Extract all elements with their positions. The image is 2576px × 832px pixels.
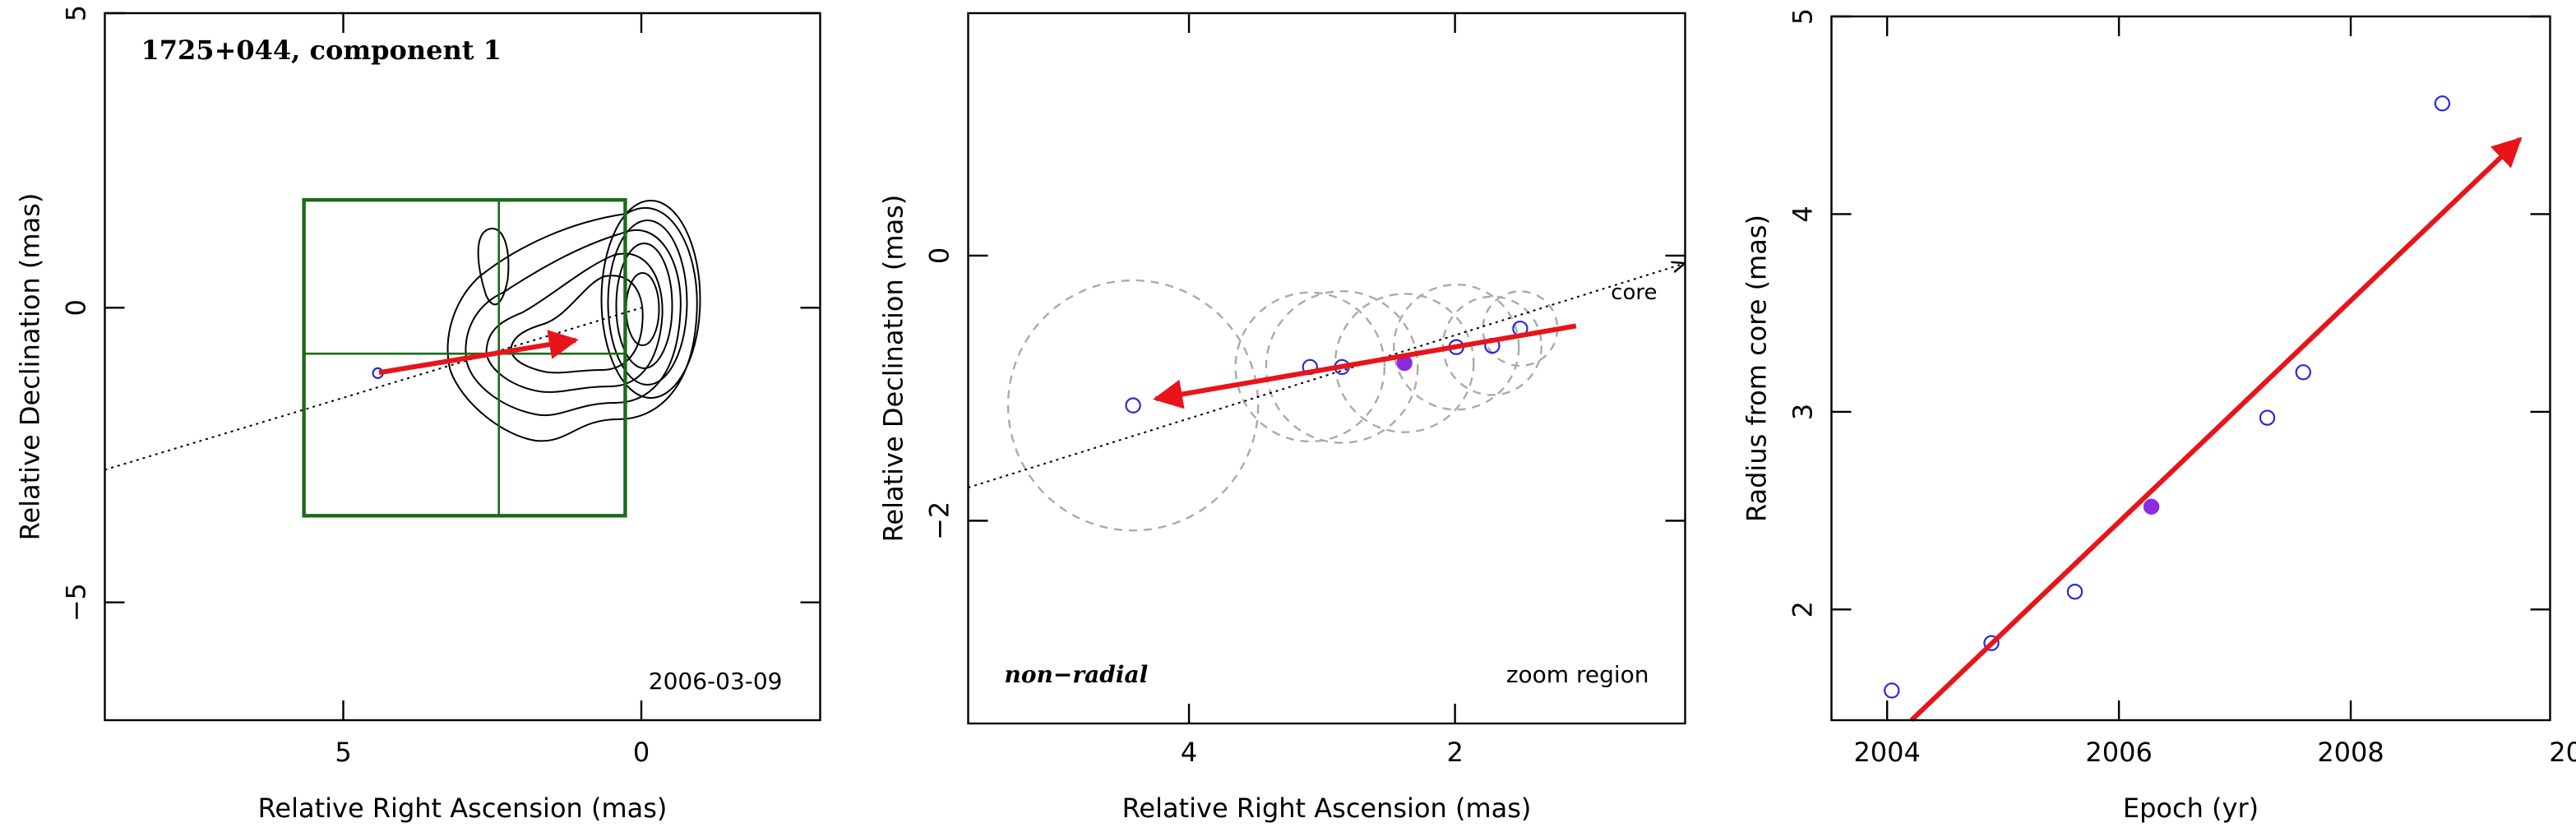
point [2295,364,2311,381]
size-circle [1482,290,1559,367]
y-tick-label: 5 [1787,8,1819,25]
plot-area [1006,279,1559,532]
y-tick-label: 0 [924,247,955,264]
x-tick-label: 2004 [1853,737,1920,768]
point [2259,409,2276,426]
contours [446,200,701,442]
y-tick-label: −5 [61,583,92,622]
frame [1830,15,2551,722]
plot-area [104,197,642,518]
arrow [1153,323,1577,409]
arrow [378,330,579,376]
x-tick-label: 5 [335,737,351,768]
size-circle [1441,295,1542,396]
x-axis-label: Relative Right Ascension (mas) [258,793,668,824]
trend-line [968,264,1684,489]
point [2143,498,2160,515]
x-tick-label: 2008 [2317,737,2384,768]
frame [104,12,821,722]
y-axis-label: Radius from core (mas) [1741,215,1773,522]
y-axis-label: Relative Declination (mas) [878,195,909,543]
size-circle [1234,291,1386,443]
y-tick-label: 5 [61,5,92,21]
frame [967,12,1686,725]
x-axis-label: Relative Right Ascension (mas) [1122,793,1532,824]
x-tick-label: 2010 [2549,737,2576,768]
point [1983,635,2000,651]
annotation: non−radial [1005,661,1149,688]
x-axis-label: Epoch (yr) [2123,793,2259,824]
arrow [1909,136,2523,723]
trend-line [104,307,642,471]
y-axis-label: Relative Declination (mas) [15,193,46,541]
point [1125,397,1141,414]
x-tick-label: 2 [1446,737,1463,768]
y-tick-label: 4 [1787,206,1819,222]
box [302,197,627,518]
y-tick-label: 0 [61,299,92,316]
size-circle [1392,283,1520,411]
core-label: core [1611,280,1657,305]
annotation: zoom region [1506,661,1649,688]
size-circle [1334,293,1475,433]
panel-title: 1725+044, component 1 [141,35,502,66]
x-tick-label: 4 [1181,737,1197,768]
size-circle [1006,279,1260,532]
point [1884,682,1900,699]
annotation: 2006-03-09 [649,668,783,695]
plot-area [1884,95,2451,699]
x-tick-label: 0 [633,737,650,768]
y-tick-label: 3 [1787,404,1819,420]
y-tick-label: 2 [1787,601,1819,617]
x-tick-label: 2006 [2085,737,2152,768]
point [2066,584,2083,600]
size-circle [1265,289,1419,444]
y-tick-label: −2 [924,502,955,540]
point [2434,95,2451,112]
